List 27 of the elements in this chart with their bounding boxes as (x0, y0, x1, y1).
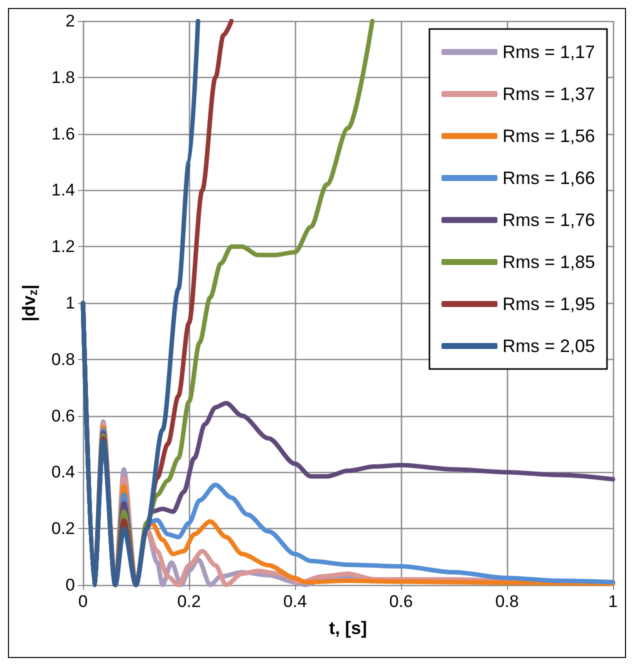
x-tick-label: 0.8 (495, 592, 519, 611)
legend-label: Rms = 1,37 (502, 84, 596, 104)
y-tick-label: 0 (66, 576, 75, 594)
x-axis-title: t, [s] (329, 618, 367, 638)
legend-label: Rms = 1,66 (502, 168, 596, 188)
y-tick-label: 0.8 (51, 350, 75, 369)
legend-label: Rms = 1,85 (502, 252, 596, 272)
y-tick-label: 1.2 (51, 237, 75, 256)
legend-label: Rms = 2,05 (502, 336, 596, 356)
y-tick-label: 1.4 (51, 180, 75, 200)
y-tick-label: 1 (66, 294, 75, 312)
y-tick-label: 0.2 (51, 519, 75, 538)
y-tick-label: 1.8 (51, 68, 75, 87)
x-tick-label: 0.4 (283, 592, 307, 611)
legend-label: Rms = 1,56 (502, 126, 596, 146)
x-tick-label: 0.2 (177, 592, 201, 611)
legend-label: Rms = 1,95 (502, 294, 596, 314)
y-tick-label: 0.6 (51, 406, 75, 426)
x-tick-label: 0 (78, 592, 88, 611)
x-tick-label: 1 (608, 592, 618, 611)
x-tick-label: 0.6 (389, 592, 413, 611)
legend-label: Rms = 1,76 (502, 210, 596, 230)
y-tick-label: 1.6 (51, 124, 75, 144)
y-tick-label: 2 (66, 12, 75, 30)
y-tick-label: 0.4 (51, 462, 75, 482)
y-axis-title: |dvz| (19, 284, 40, 322)
legend-label: Rms = 1,17 (502, 42, 596, 62)
